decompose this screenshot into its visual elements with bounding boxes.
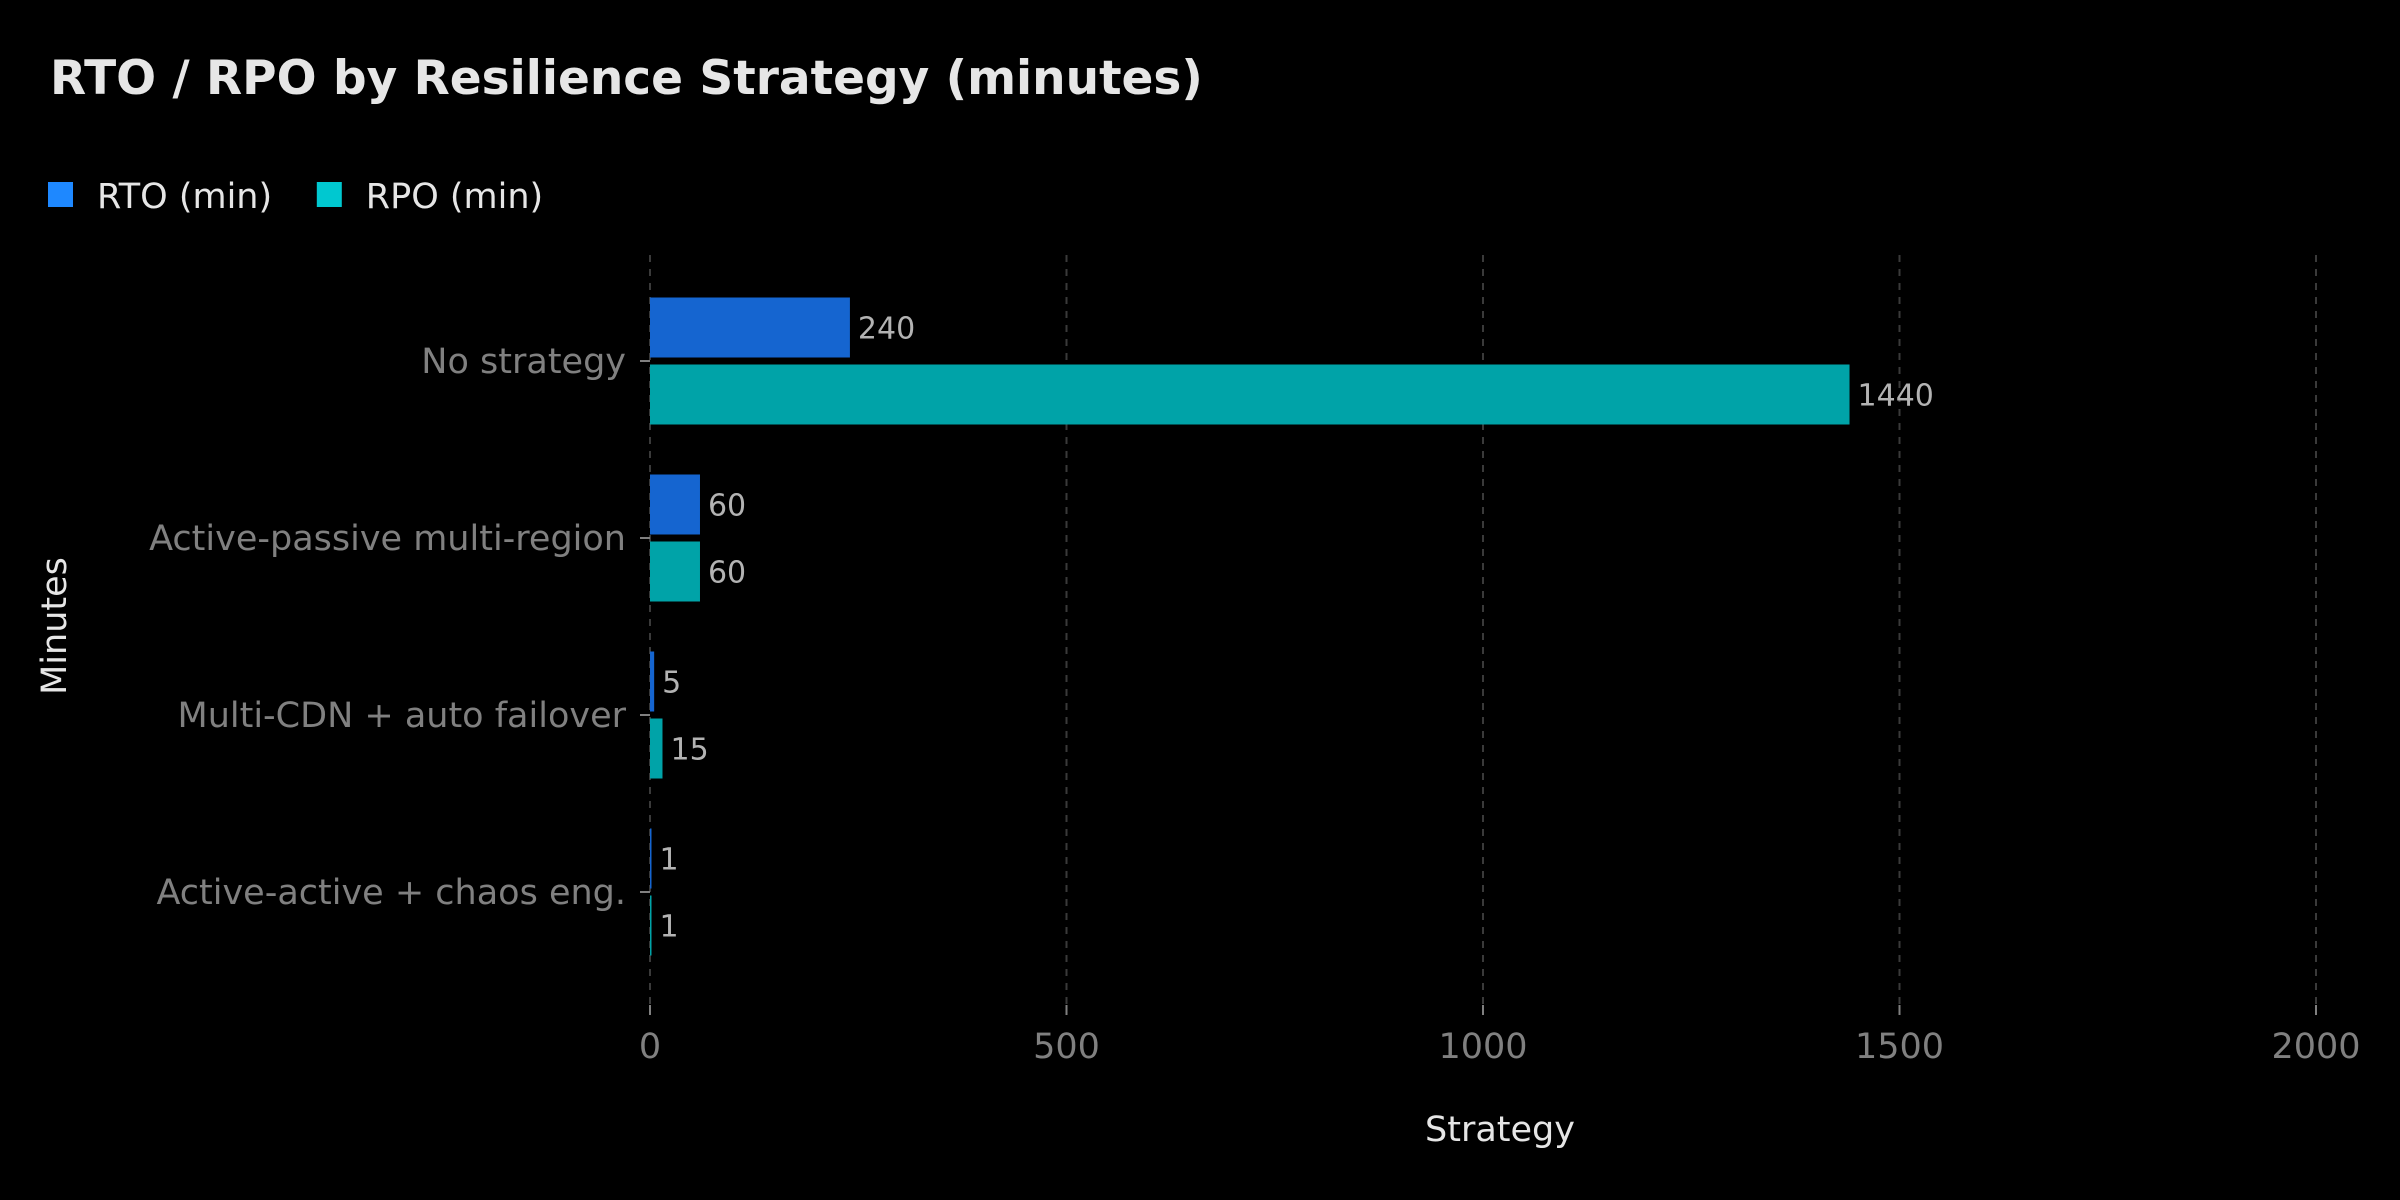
category-label-3: Multi-CDN + auto failover [178, 696, 627, 736]
x-axis-title: Strategy [1425, 1110, 1575, 1150]
legend: RTO (min) RPO (min) [48, 177, 543, 217]
bar-rpo-3 [650, 718, 663, 779]
value-label-rto-2: 60 [708, 489, 746, 524]
bar-rpo-2 [650, 541, 700, 602]
value-label-rpo-2: 60 [708, 556, 746, 591]
category-label-4: Active-active + chaos eng. [156, 873, 626, 913]
value-label-rto-4: 1 [660, 843, 679, 878]
x-tick-label-4: 1500 [1855, 1027, 1944, 1067]
legend-swatch-1 [48, 182, 73, 207]
value-label-rpo-3: 15 [670, 733, 708, 768]
x-axis: 0 500 1000 1500 2000 [639, 1005, 2361, 1067]
bar-rto-2 [650, 474, 700, 535]
x-tick-label-5: 2000 [2271, 1027, 2360, 1067]
category-label-1: No strategy [421, 342, 626, 382]
bar-rto-4 [650, 828, 652, 889]
bar-rto-1 [650, 297, 850, 358]
value-label-rto-1: 240 [858, 312, 915, 347]
category-label-2: Active-passive multi-region [149, 519, 626, 559]
bars [650, 297, 1850, 956]
x-tick-label-1: 0 [639, 1027, 661, 1067]
value-labels: 240 1440 60 60 5 15 1 1 [660, 312, 1934, 945]
bar-rpo-4 [650, 895, 652, 956]
bar-rto-3 [650, 651, 655, 712]
y-axis-title: Minutes [35, 557, 75, 695]
value-label-rpo-4: 1 [660, 910, 679, 945]
legend-label-2: RPO (min) [366, 177, 543, 217]
x-tick-label-3: 1000 [1438, 1027, 1527, 1067]
legend-label-1: RTO (min) [97, 177, 272, 217]
value-label-rto-3: 5 [662, 666, 681, 701]
chart-title: RTO / RPO by Resilience Strategy (minute… [50, 51, 1203, 106]
category-axis: No strategy Active-passive multi-region Mu… [149, 342, 650, 913]
legend-swatch-2 [316, 182, 342, 207]
value-label-rpo-1: 1440 [1858, 379, 1934, 414]
x-tick-label-2: 500 [1033, 1027, 1100, 1067]
bar-rpo-1 [650, 364, 1850, 425]
